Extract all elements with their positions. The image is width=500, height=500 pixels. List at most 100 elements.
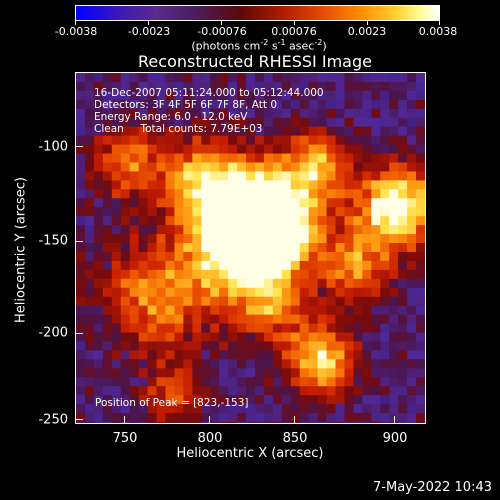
heatmap-pixel <box>183 269 193 280</box>
heatmap-pixel <box>93 243 104 253</box>
heatmap-pixel <box>416 386 425 396</box>
heatmap-pixel <box>380 260 390 271</box>
heatmap-pixel <box>416 153 425 163</box>
heatmap-pixel <box>272 332 283 342</box>
heatmap-pixel <box>246 198 256 208</box>
heatmap-pixel <box>371 117 381 128</box>
heatmap-pixel <box>272 260 283 271</box>
heatmap-pixel <box>389 73 399 83</box>
heatmap-pixel <box>84 413 95 423</box>
heatmap-pixel <box>246 171 256 181</box>
heatmap-pixel <box>237 260 247 271</box>
heatmap-pixel <box>326 126 337 137</box>
heatmap-pixel <box>290 108 301 119</box>
heatmap-pixel <box>129 350 140 360</box>
heatmap-pixel <box>210 171 220 181</box>
heatmap-pixel <box>407 332 417 342</box>
heatmap-pixel <box>138 234 149 244</box>
heatmap-pixel <box>407 198 417 208</box>
heatmap-pixel <box>246 189 256 199</box>
heatmap-pixel <box>102 189 113 199</box>
heatmap-pixel <box>237 225 247 235</box>
heatmap-pixel <box>93 350 104 360</box>
heatmap-pixel <box>335 90 345 101</box>
heatmap-pixel <box>353 305 363 316</box>
heatmap-pixel <box>156 234 166 244</box>
heatmap-pixel <box>237 135 247 146</box>
heatmap-pixel <box>380 225 390 235</box>
heatmap-pixel <box>138 377 149 387</box>
heatmap-pixel <box>353 180 363 190</box>
heatmap-pixel <box>84 377 95 387</box>
heatmap-pixel <box>165 126 175 137</box>
heatmap-pixel <box>138 216 149 226</box>
heatmap-pixel <box>335 144 345 155</box>
heatmap-pixel <box>317 73 328 83</box>
heatmap-pixel <box>111 395 122 405</box>
heatmap-pixel <box>129 413 140 423</box>
heatmap-pixel <box>344 314 354 325</box>
heatmap-pixel <box>183 243 193 253</box>
heatmap-pixel <box>174 216 184 226</box>
heatmap-pixel <box>237 413 247 423</box>
heatmap-pixel <box>228 180 238 190</box>
heatmap-pixel <box>407 90 417 101</box>
heatmap-pixel <box>362 216 372 226</box>
heatmap-pixel <box>317 332 328 342</box>
heatmap-pixel <box>380 216 390 226</box>
heatmap-pixel <box>174 117 184 128</box>
heatmap-pixel <box>317 198 328 208</box>
heatmap-pixel <box>317 207 328 217</box>
heatmap-pixel <box>237 73 247 83</box>
heatmap-pixel <box>371 234 381 244</box>
heatmap-pixel <box>272 180 283 190</box>
heatmap-pixel <box>380 144 390 155</box>
heatmap-pixel <box>407 395 417 405</box>
heatmap-pixel <box>308 234 319 244</box>
heatmap-pixel <box>380 413 390 423</box>
heatmap-pixel <box>174 413 184 423</box>
heatmap-pixel <box>362 359 372 369</box>
heatmap-pixel <box>129 189 140 199</box>
heatmap-pixel <box>138 413 149 423</box>
heatmap-pixel <box>219 117 229 128</box>
heatmap-pixel <box>290 341 301 351</box>
heatmap-pixel <box>120 180 131 190</box>
heatmap-pixel <box>210 189 220 199</box>
heatmap-pixel <box>174 386 184 396</box>
heatmap-pixel <box>317 126 328 137</box>
heatmap-pixel <box>389 296 399 307</box>
heatmap-pixel <box>129 234 140 244</box>
heatmap-pixel <box>228 269 238 280</box>
heatmap-pixel <box>156 395 166 405</box>
heatmap-pixel <box>84 180 95 190</box>
heatmap-pixel <box>76 243 86 253</box>
heatmap-pixel <box>371 305 381 316</box>
heatmap-pixel <box>138 90 149 101</box>
heatmap-pixel <box>281 359 292 369</box>
heatmap-pixel <box>326 198 337 208</box>
heatmap-pixel <box>138 341 149 351</box>
heatmap-pixel <box>84 207 95 217</box>
heatmap-pixel <box>219 260 229 271</box>
heatmap-pixel <box>147 81 158 92</box>
heatmap-pixel <box>398 162 408 172</box>
heatmap-pixel <box>362 278 372 289</box>
heatmap-pixel <box>93 395 104 405</box>
heatmap-pixel <box>93 144 104 155</box>
heatmap-pixel <box>174 368 184 378</box>
heatmap-pixel <box>174 305 184 316</box>
heatmap-pixel <box>272 153 283 163</box>
heatmap-pixel <box>228 153 238 163</box>
heatmap-pixel <box>174 162 184 172</box>
heatmap-pixel <box>281 287 292 298</box>
heatmap-pixel <box>344 117 354 128</box>
heatmap-pixel <box>183 234 193 244</box>
heatmap-pixel <box>308 368 319 378</box>
heatmap-pixel <box>371 99 381 110</box>
heatmap-pixel <box>192 243 202 253</box>
heatmap-pixel <box>362 404 372 414</box>
heatmap-pixel <box>416 323 425 334</box>
heatmap-pixel <box>192 287 202 298</box>
heatmap-pixel <box>335 198 345 208</box>
